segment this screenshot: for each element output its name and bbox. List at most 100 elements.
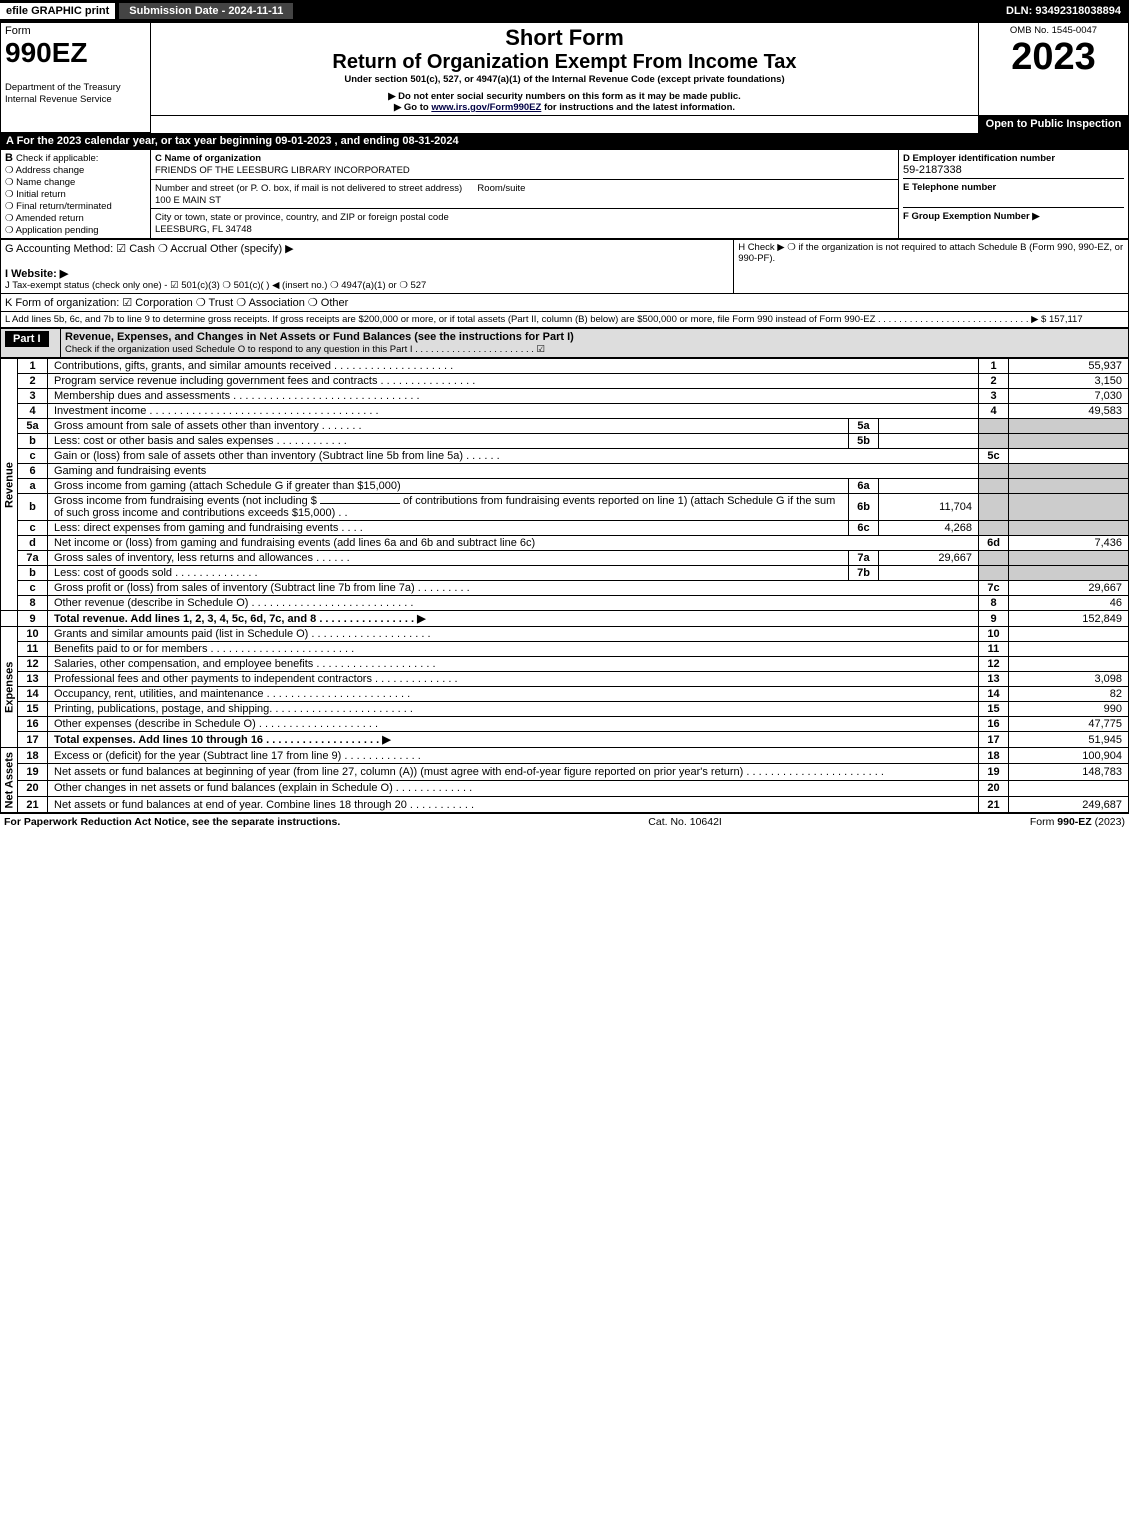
line-i: I Website: ▶ <box>5 267 729 280</box>
l7c-num: c <box>18 581 48 596</box>
l6a-val <box>1009 479 1129 494</box>
l14-rn: 14 <box>979 687 1009 702</box>
l20-val <box>1009 780 1129 796</box>
omb: OMB No. 1545-0047 <box>983 25 1124 36</box>
tax-year: 2023 <box>983 36 1124 79</box>
l15-desc: Printing, publications, postage, and shi… <box>48 702 979 717</box>
l20-desc: Other changes in net assets or fund bala… <box>48 780 979 796</box>
l18-num: 18 <box>18 748 48 764</box>
l21-val: 249,687 <box>1009 797 1129 813</box>
part1-label: Part I <box>5 331 49 347</box>
l5b-desc: Less: cost or other basis and sales expe… <box>48 434 849 449</box>
ghij-block: G Accounting Method: ☑ Cash ❍ Accrual Ot… <box>0 239 1129 328</box>
l7b-desc: Less: cost of goods sold . . . . . . . .… <box>48 566 849 581</box>
efile-label: efile GRAPHIC print <box>0 3 115 19</box>
l19-desc: Net assets or fund balances at beginning… <box>48 764 979 780</box>
footer-left: For Paperwork Reduction Act Notice, see … <box>4 816 340 828</box>
e-label: E Telephone number <box>903 182 996 193</box>
l11-num: 11 <box>18 642 48 657</box>
b-opt-0[interactable]: ❍ Address change <box>5 165 84 176</box>
l5c-desc: Gain or (loss) from sale of assets other… <box>48 449 979 464</box>
l14-val: 82 <box>1009 687 1129 702</box>
b-opt-3[interactable]: ❍ Final return/terminated <box>5 201 112 212</box>
l1-desc: Contributions, gifts, grants, and simila… <box>48 359 979 374</box>
l6d-val: 7,436 <box>1009 536 1129 551</box>
l6b-in: 6b <box>849 494 879 521</box>
l6a-in: 6a <box>849 479 879 494</box>
street-label: Number and street (or P. O. box, if mail… <box>155 183 462 194</box>
l5a-desc: Gross amount from sale of assets other t… <box>48 419 849 434</box>
l8-desc: Other revenue (describe in Schedule O) .… <box>48 596 979 611</box>
footer-right: Form 990-EZ (2023) <box>1030 816 1125 828</box>
b-opt-4[interactable]: ❍ Amended return <box>5 213 84 224</box>
note-post: for instructions and the latest informat… <box>541 102 735 113</box>
l5b-num: b <box>18 434 48 449</box>
city: LEESBURG, FL 34748 <box>155 224 252 235</box>
note-pre: ▶ Go to <box>394 102 431 113</box>
b-opt-2[interactable]: ❍ Initial return <box>5 189 66 200</box>
expenses-side: Expenses <box>1 627 18 748</box>
l6b-num: b <box>18 494 48 521</box>
note-ssn: ▶ Do not enter social security numbers o… <box>155 91 974 102</box>
l7a-num: 7a <box>18 551 48 566</box>
line-j: J Tax-exempt status (check only one) - ☑… <box>5 280 729 291</box>
part1-table: Revenue 1 Contributions, gifts, grants, … <box>0 358 1129 813</box>
l6c-in: 6c <box>849 521 879 536</box>
l6c-val <box>1009 521 1129 536</box>
l4-num: 4 <box>18 404 48 419</box>
revenue-side: Revenue <box>1 359 18 611</box>
top-bar: efile GRAPHIC print Submission Date - 20… <box>0 0 1129 22</box>
l5c-val <box>1009 449 1129 464</box>
l13-rn: 13 <box>979 672 1009 687</box>
l2-num: 2 <box>18 374 48 389</box>
l9-rn: 9 <box>979 611 1009 627</box>
org-name: FRIENDS OF THE LEESBURG LIBRARY INCORPOR… <box>155 165 410 176</box>
l18-rn: 18 <box>979 748 1009 764</box>
l5c-rn: 5c <box>979 449 1009 464</box>
l8-num: 8 <box>18 596 48 611</box>
room-label: Room/suite <box>477 183 525 194</box>
l7a-val <box>1009 551 1129 566</box>
l7b-in: 7b <box>849 566 879 581</box>
l2-desc: Program service revenue including govern… <box>48 374 979 389</box>
l13-val: 3,098 <box>1009 672 1129 687</box>
netassets-side: Net Assets <box>1 748 18 813</box>
l18-desc: Excess or (deficit) for the year (Subtra… <box>48 748 979 764</box>
l18-val: 100,904 <box>1009 748 1129 764</box>
form-header-table: Form 990EZ Department of the Treasury In… <box>0 22 1129 133</box>
l7a-iv: 29,667 <box>879 551 979 566</box>
title-return: Return of Organization Exempt From Incom… <box>155 51 974 74</box>
l7b-rn <box>979 566 1009 581</box>
c-label: C Name of organization <box>155 153 261 164</box>
l19-num: 19 <box>18 764 48 780</box>
l7a-in: 7a <box>849 551 879 566</box>
b-hdr: Check if applicable: <box>16 153 98 164</box>
l7b-num: b <box>18 566 48 581</box>
l11-val <box>1009 642 1129 657</box>
irs-link[interactable]: www.irs.gov/Form990EZ <box>431 102 541 113</box>
l7c-rn: 7c <box>979 581 1009 596</box>
l10-rn: 10 <box>979 627 1009 642</box>
line-h: H Check ▶ ❍ if the organization is not r… <box>738 242 1124 264</box>
l15-val: 990 <box>1009 702 1129 717</box>
l7b-iv <box>879 566 979 581</box>
l6d-rn: 6d <box>979 536 1009 551</box>
l5b-iv <box>879 434 979 449</box>
l6a-iv <box>879 479 979 494</box>
l16-rn: 16 <box>979 717 1009 732</box>
l16-desc: Other expenses (describe in Schedule O) … <box>48 717 979 732</box>
l21-desc: Net assets or fund balances at end of ye… <box>48 797 979 813</box>
l5c-num: c <box>18 449 48 464</box>
l21-rn: 21 <box>979 797 1009 813</box>
part1-check: Check if the organization used Schedule … <box>65 344 545 355</box>
l6-val <box>1009 464 1129 479</box>
b-opt-1[interactable]: ❍ Name change <box>5 177 75 188</box>
l2-val: 3,150 <box>1009 374 1129 389</box>
b-opt-5[interactable]: ❍ Application pending <box>5 225 99 236</box>
l6c-rn <box>979 521 1009 536</box>
l6a-num: a <box>18 479 48 494</box>
dln-label: DLN: 93492318038894 <box>998 3 1129 19</box>
l6c-num: c <box>18 521 48 536</box>
l5a-in: 5a <box>849 419 879 434</box>
l16-num: 16 <box>18 717 48 732</box>
